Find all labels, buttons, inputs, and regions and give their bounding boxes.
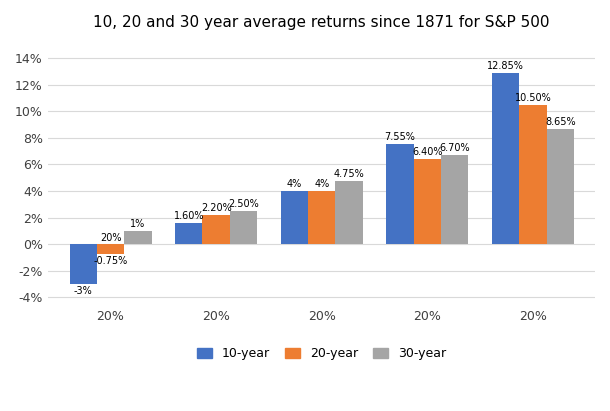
Text: -0.75%: -0.75% [93,256,127,266]
Text: 8.65%: 8.65% [545,117,575,127]
Title: 10, 20 and 30 year average returns since 1871 for S&P 500: 10, 20 and 30 year average returns since… [93,15,550,30]
Bar [492,73,519,244]
Bar [230,211,257,244]
Legend: 10-year, 20-year, 30-year: 10-year, 20-year, 30-year [192,342,451,365]
Text: 1.60%: 1.60% [174,211,204,221]
Text: 4%: 4% [314,179,329,189]
Bar [203,215,230,244]
Text: 20%: 20% [100,233,121,243]
Text: 6.70%: 6.70% [439,143,470,153]
Text: 10.50%: 10.50% [514,92,551,103]
Bar [175,223,203,244]
Bar [308,191,336,244]
Text: 1%: 1% [131,219,146,229]
Bar [441,155,468,244]
Bar [386,144,414,244]
Text: 6.40%: 6.40% [412,147,442,157]
Bar [414,159,441,244]
Bar [519,105,547,244]
Text: 4.75%: 4.75% [334,169,364,179]
Bar [124,231,151,244]
Bar [547,129,574,244]
Bar [336,181,363,244]
Bar [70,244,97,284]
Text: -3%: -3% [74,286,93,296]
Text: 12.85%: 12.85% [487,61,524,72]
Text: 7.55%: 7.55% [384,132,415,142]
Text: 4%: 4% [287,179,302,189]
Text: 2.50%: 2.50% [228,199,259,209]
Text: 2.20%: 2.20% [201,203,232,213]
Bar [281,191,308,244]
Bar [97,244,124,254]
